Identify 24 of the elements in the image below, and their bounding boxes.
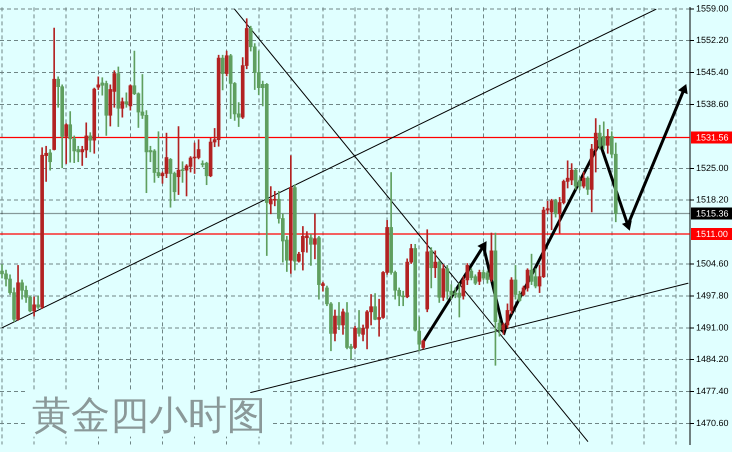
y-tick-label: 1545.40 xyxy=(696,67,729,78)
ref-line-label: 1531.56 xyxy=(696,132,729,143)
candlestick xyxy=(156,131,160,178)
y-tick-label: 1497.80 xyxy=(696,290,729,300)
y-tick-label: 1538.60 xyxy=(696,98,729,109)
ref-line-label: 1511.00 xyxy=(696,228,728,239)
y-tick-label: 1484.20 xyxy=(696,354,729,364)
candlestick xyxy=(357,310,361,337)
y-tick-label: 1552.20 xyxy=(696,35,729,46)
ref-line-label: 1515.36 xyxy=(696,208,729,219)
y-tick-label: 1491.00 xyxy=(696,322,729,332)
y-tick-label: 1470.60 xyxy=(696,418,729,428)
y-tick-label: 1559.00 xyxy=(696,3,729,14)
y-tick-label: 1518.20 xyxy=(696,194,729,205)
point xyxy=(622,220,632,231)
y-tick-label: 1477.40 xyxy=(696,386,729,396)
candlestick xyxy=(180,161,184,183)
y-tick-label: 1525.00 xyxy=(696,162,729,173)
y-tick-label: 1504.60 xyxy=(696,258,729,268)
point xyxy=(678,84,688,94)
candlestick xyxy=(176,126,180,195)
point xyxy=(477,241,487,252)
text: 黄金四小时图 xyxy=(32,394,266,439)
candlestick xyxy=(192,142,196,174)
